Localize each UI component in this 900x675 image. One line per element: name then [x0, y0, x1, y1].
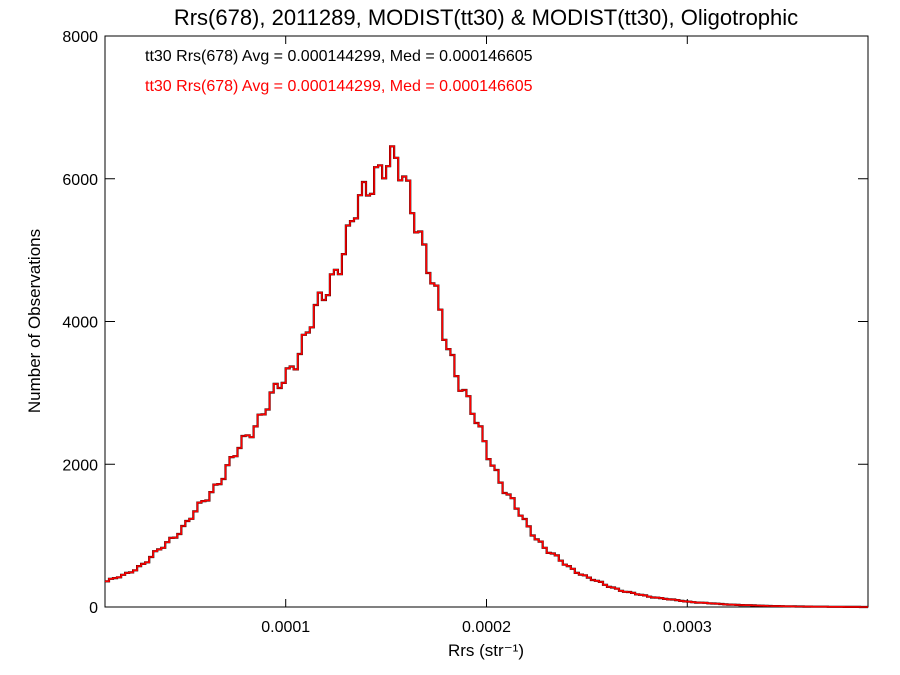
x-tick-label: 0.0003 [663, 619, 712, 636]
series-line-red [105, 145, 868, 608]
y-tick-label: 4000 [62, 315, 98, 332]
x-tick-label: 0.0002 [462, 619, 511, 636]
y-tick-label: 8000 [62, 29, 98, 46]
x-tick-label: 0.0001 [261, 619, 310, 636]
series-layer [105, 145, 868, 609]
series-line-black [105, 145, 868, 609]
legend-entry-black: tt30 Rrs(678) Avg = 0.000144299, Med = 0… [145, 48, 533, 65]
x-axis-label: Rrs (str⁻¹) [448, 641, 524, 660]
axes: 0.0001 0.0002 0.0003 0 2000 4000 6000 8000 [62, 29, 868, 636]
y-tick-label: 0 [89, 600, 98, 617]
y-axis-label: Number of Observations [25, 229, 44, 413]
plot-frame [104, 35, 869, 608]
chart-title: Rrs(678), 2011289, MODIST(tt30) & MODIST… [174, 5, 798, 30]
y-tick-label: 2000 [62, 457, 98, 474]
y-tick-label: 6000 [62, 172, 98, 189]
legend-entry-red: tt30 Rrs(678) Avg = 0.000144299, Med = 0… [145, 78, 533, 95]
